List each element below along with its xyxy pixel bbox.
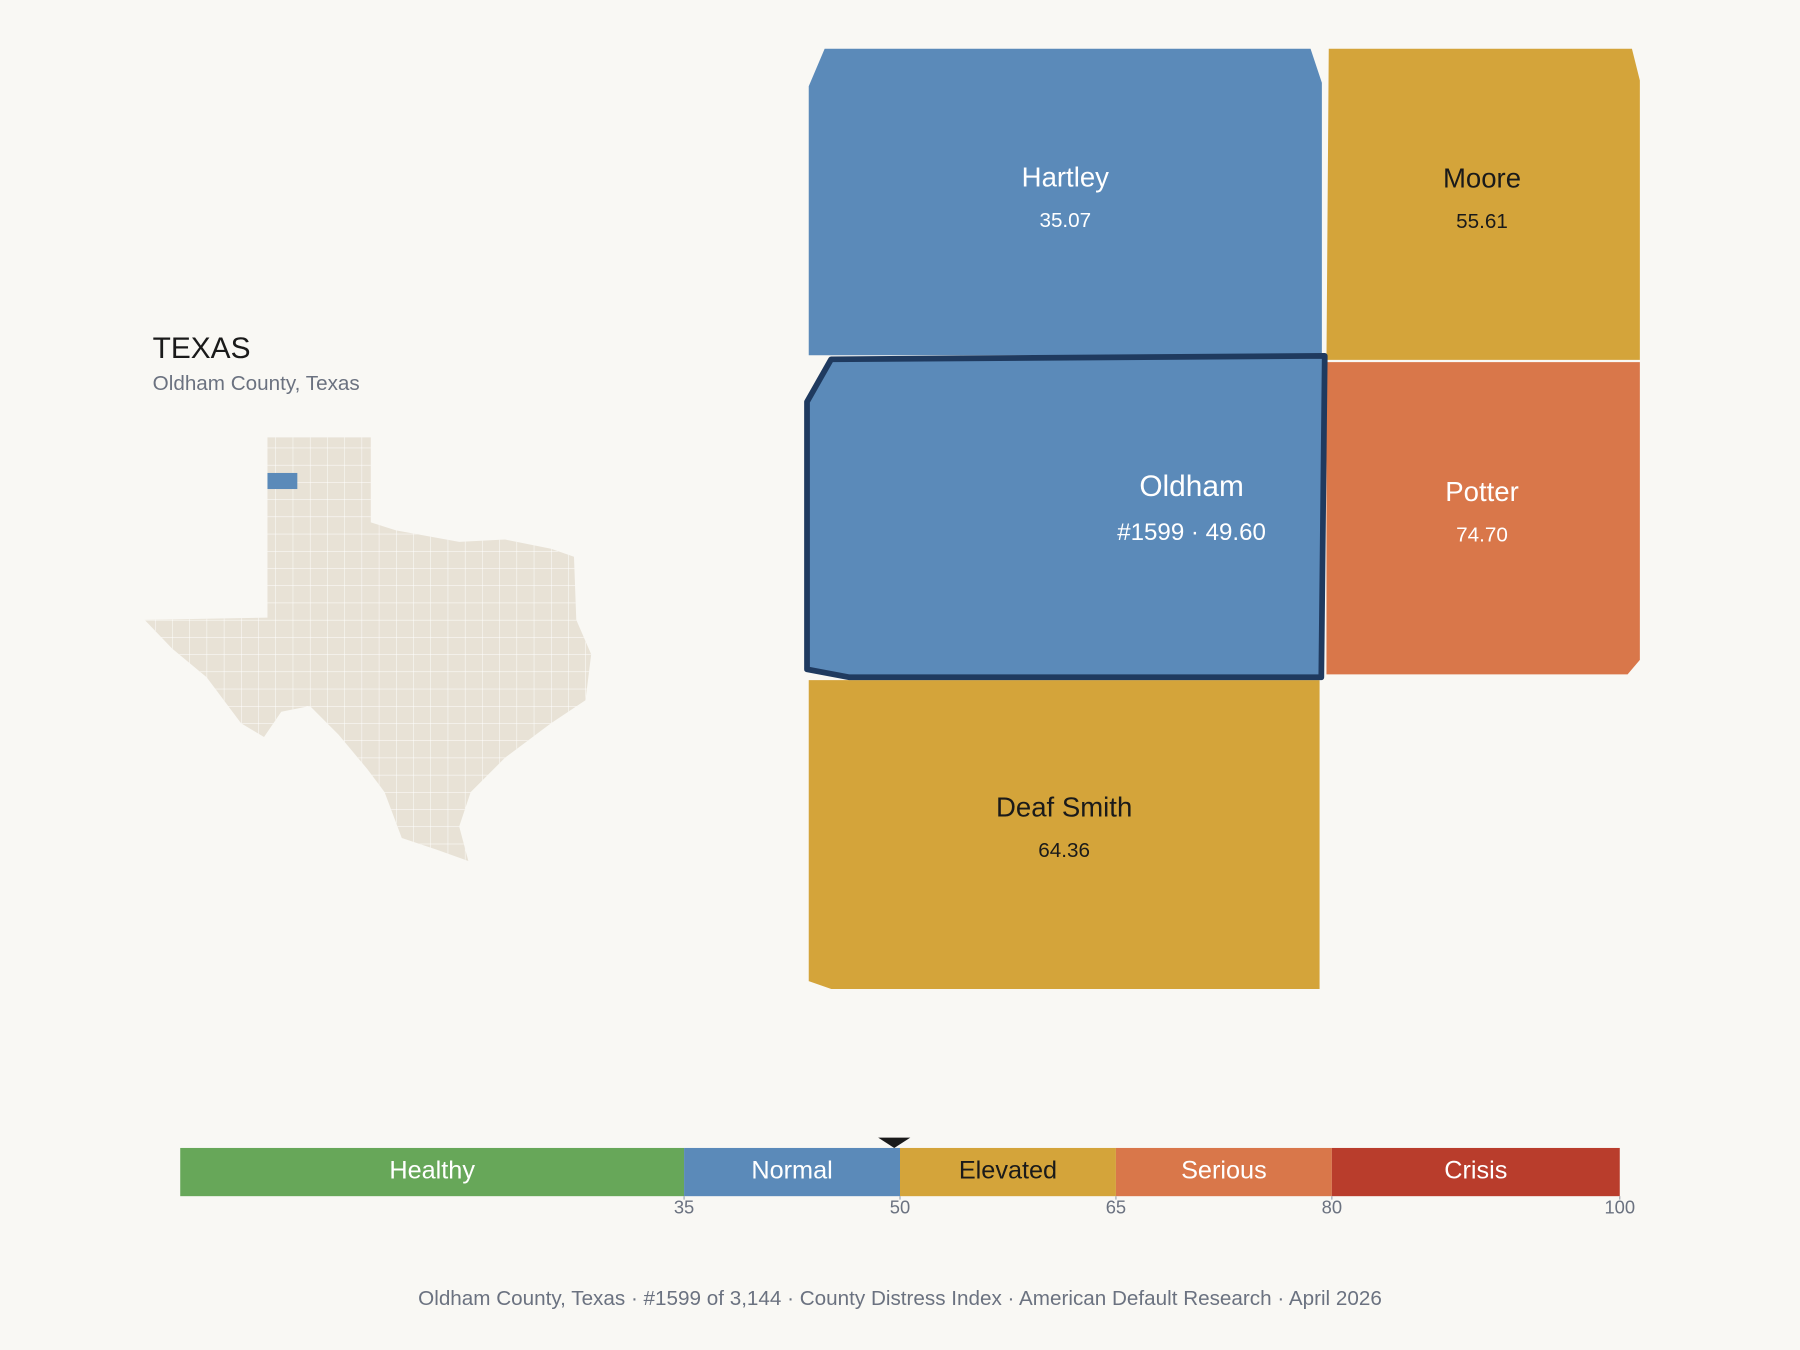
distress-scale: Healthy Normal Elevated Serious Crisis 35 50 65… [180, 1137, 1635, 1218]
scale-segment [684, 1147, 900, 1197]
county-map: Hartley 35.07 Moore 55.61 Oldham #1599 · 49.6… [804, 47, 1642, 991]
county-grid [144, 437, 592, 861]
county-shape [1325, 361, 1642, 676]
scale-segment [900, 1147, 1116, 1197]
county-name: Deaf Smith [996, 792, 1132, 823]
county-name: Moore [1443, 163, 1521, 194]
scale-segment [180, 1147, 685, 1197]
scale-tick-label: 35 [674, 1197, 694, 1218]
county-shape [807, 679, 1321, 991]
footer: Oldham County, Texas · #1599 of 3,144 · … [418, 1287, 1382, 1310]
scale-tick-label: 80 [1322, 1197, 1342, 1218]
county-value: 74.70 [1456, 524, 1508, 547]
county-shape [1325, 47, 1642, 362]
state-title: TEXAS [153, 332, 251, 365]
scale-tick-label: 50 [890, 1197, 910, 1218]
scale-tick-label: 100 [1604, 1197, 1635, 1218]
scale-marker [878, 1137, 911, 1148]
selected-county-inset [267, 472, 298, 490]
scale-tick-label: 65 [1106, 1197, 1126, 1218]
county-value: 35.07 [1039, 209, 1091, 232]
segment-label: Elevated [959, 1157, 1057, 1185]
county-name: Oldham [1139, 470, 1243, 503]
county-shape [807, 47, 1324, 357]
scale-segment [1331, 1147, 1620, 1197]
county-value: #1599 · 49.60 [1117, 519, 1266, 546]
scale-segment [1115, 1147, 1332, 1197]
segment-label: Crisis [1444, 1157, 1507, 1185]
segment-label: Healthy [389, 1157, 475, 1185]
county-name: Potter [1445, 476, 1518, 507]
county-value: 64.36 [1038, 839, 1090, 862]
county-shape [804, 352, 1328, 681]
segment-label: Serious [1181, 1157, 1267, 1185]
subtitle: Oldham County, Texas [153, 372, 360, 395]
texas-inset [144, 437, 592, 861]
segment-label: Normal [751, 1157, 832, 1185]
county-value: 55.61 [1456, 210, 1508, 233]
county-name: Hartley [1022, 161, 1109, 192]
